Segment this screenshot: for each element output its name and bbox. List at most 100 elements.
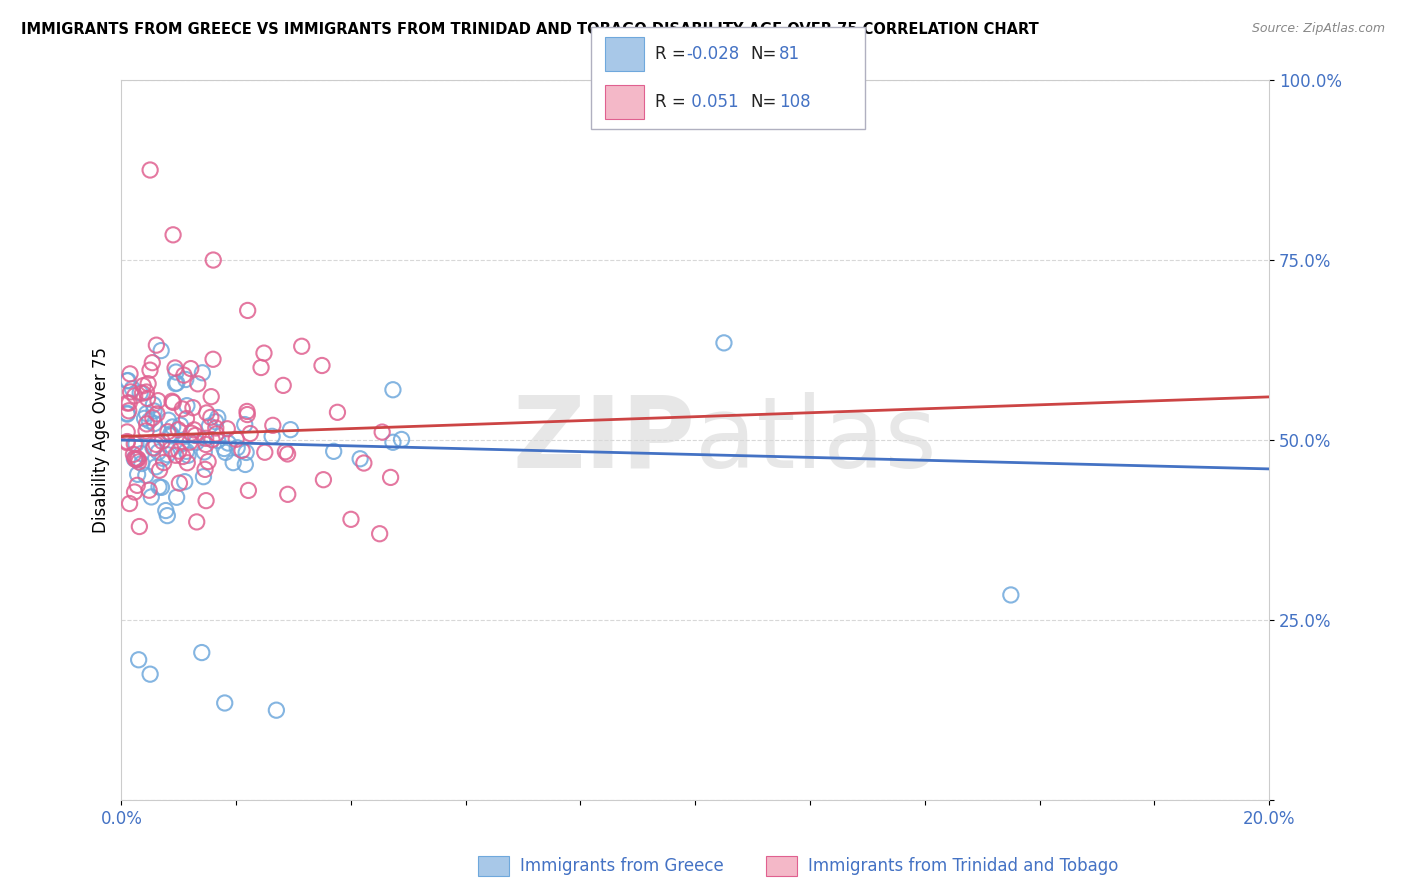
Point [162, 227, 184, 242]
Point [266, 703, 288, 717]
Point [160, 426, 183, 441]
Text: -0.028: -0.028 [686, 45, 740, 63]
Point [121, 382, 143, 396]
Text: N=: N= [751, 93, 778, 111]
Point [176, 399, 198, 413]
Point [142, 410, 165, 425]
Point [136, 376, 159, 391]
Point [146, 393, 169, 408]
Point [280, 423, 302, 437]
Point [262, 429, 284, 443]
Point [132, 378, 155, 392]
Point [200, 390, 222, 404]
Point [135, 417, 157, 431]
Point [380, 470, 402, 484]
Point [204, 421, 226, 435]
Point [162, 395, 184, 409]
Point [173, 368, 195, 383]
Point [207, 434, 229, 448]
Point [311, 359, 333, 373]
Text: Immigrants from Greece: Immigrants from Greece [520, 857, 724, 875]
Point [274, 444, 297, 458]
Point [115, 425, 138, 439]
Point [172, 401, 194, 416]
Point [170, 437, 193, 451]
Point [124, 452, 146, 467]
Point [118, 497, 141, 511]
Point [173, 475, 195, 489]
Point [162, 420, 184, 434]
Point [207, 410, 229, 425]
Point [193, 445, 215, 459]
Point [148, 445, 170, 459]
Point [131, 457, 153, 471]
Point [124, 451, 146, 466]
Point [212, 442, 235, 456]
Point [141, 356, 163, 370]
Point [167, 444, 190, 458]
Point [238, 483, 260, 498]
Point [135, 407, 157, 421]
Point [139, 363, 162, 377]
Text: 81: 81 [779, 45, 800, 63]
Point [145, 459, 167, 474]
Point [117, 374, 139, 388]
Point [184, 428, 207, 442]
Point [135, 468, 157, 483]
Point [150, 480, 173, 494]
Point [236, 408, 259, 422]
Point [128, 653, 150, 667]
Point [381, 383, 404, 397]
Point [262, 418, 284, 433]
Point [181, 401, 204, 415]
Point [349, 451, 371, 466]
Point [193, 469, 215, 483]
Point [135, 424, 157, 438]
Point [160, 442, 183, 456]
Point [180, 361, 202, 376]
Point [131, 447, 153, 461]
Point [183, 423, 205, 437]
Point [391, 433, 413, 447]
Point [120, 384, 142, 399]
Point [115, 406, 138, 420]
Point [139, 667, 162, 681]
Point [115, 374, 138, 388]
Point [231, 443, 253, 458]
Point [236, 404, 259, 418]
Point [217, 422, 239, 436]
Text: 0.051: 0.051 [686, 93, 738, 111]
Point [235, 445, 257, 459]
Point [143, 417, 166, 431]
Point [145, 437, 167, 451]
Point [179, 435, 201, 450]
Point [128, 519, 150, 533]
Point [165, 448, 187, 462]
Point [197, 454, 219, 468]
Point [239, 426, 262, 441]
Point [368, 526, 391, 541]
Point [152, 451, 174, 466]
Point [194, 431, 217, 445]
Text: Immigrants from Trinidad and Tobago: Immigrants from Trinidad and Tobago [808, 857, 1119, 875]
Point [713, 335, 735, 350]
Point [118, 367, 141, 381]
Point [201, 433, 224, 447]
Text: IMMIGRANTS FROM GREECE VS IMMIGRANTS FROM TRINIDAD AND TOBAGO DISABILITY AGE OVE: IMMIGRANTS FROM GREECE VS IMMIGRANTS FRO… [21, 22, 1039, 37]
Point [236, 303, 259, 318]
Point [187, 376, 209, 391]
Point [167, 423, 190, 437]
Point [174, 372, 197, 386]
Point [148, 480, 170, 494]
Point [141, 490, 163, 504]
Point [156, 448, 179, 462]
Point [156, 425, 179, 439]
Point [127, 452, 149, 467]
Point [115, 435, 138, 450]
Point [145, 338, 167, 352]
Text: N=: N= [751, 45, 778, 63]
Point [214, 445, 236, 459]
Point [152, 456, 174, 470]
Point [186, 515, 208, 529]
Point [195, 493, 218, 508]
